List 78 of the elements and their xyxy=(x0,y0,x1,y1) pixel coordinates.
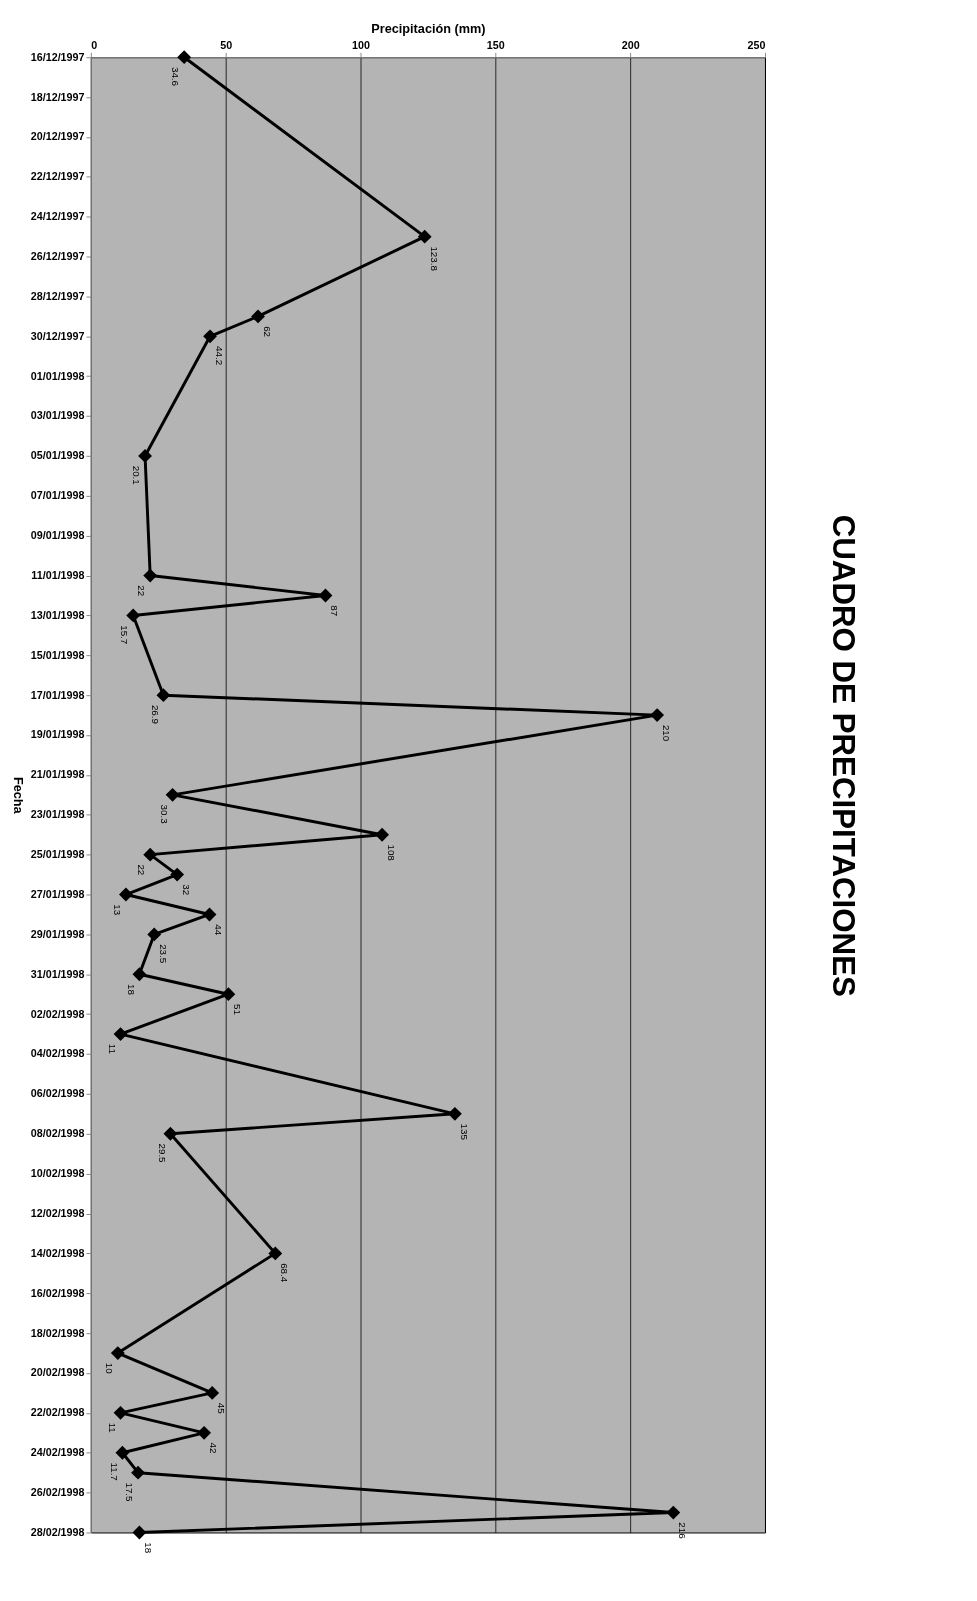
y-tick-label: 05/01/1998 xyxy=(30,449,85,462)
data-label: 51 xyxy=(232,1003,244,1015)
y-axis-title: Fecha xyxy=(11,777,26,815)
data-label: 44.2 xyxy=(213,346,225,366)
y-tick-label: 06/02/1998 xyxy=(30,1087,85,1100)
y-tick-label: 12/02/1998 xyxy=(30,1206,85,1219)
y-tick-label: 24/02/1998 xyxy=(30,1446,85,1459)
data-label: 20.1 xyxy=(131,465,143,485)
text: CUADRO DE PRECIPITACIONES xyxy=(826,514,862,997)
y-tick-label: 09/01/1998 xyxy=(30,529,85,542)
y-tick-label: 24/12/1997 xyxy=(30,210,85,223)
y-tick-label: 13/01/1998 xyxy=(30,608,85,621)
data-label: 210 xyxy=(660,724,672,742)
y-tick-label: 26/02/1998 xyxy=(30,1486,85,1499)
x-axis-title: Precipitación (mm) xyxy=(371,22,486,37)
x-tick-label: 0 xyxy=(91,38,98,51)
data-label: 18 xyxy=(143,1542,155,1554)
y-tick-label: 27/01/1998 xyxy=(30,887,85,900)
data-label: 11 xyxy=(106,1043,118,1054)
data-label: 26.9 xyxy=(149,704,161,724)
data-label: 108 xyxy=(385,844,397,861)
x-tick-label: 250 xyxy=(747,38,766,51)
data-label: 11.7 xyxy=(108,1462,120,1481)
y-tick-label: 25/01/1998 xyxy=(30,848,85,861)
y-tick-label: 01/01/1998 xyxy=(30,369,85,382)
data-label: 68.4 xyxy=(279,1263,291,1283)
y-tick-label: 26/12/1997 xyxy=(30,250,85,262)
data-label: 45 xyxy=(216,1402,228,1415)
x-tick-label: 150 xyxy=(486,38,505,51)
data-label: 18 xyxy=(125,984,137,995)
data-label: 10 xyxy=(104,1362,116,1375)
y-tick-label: 16/12/1997 xyxy=(30,50,85,63)
y-tick-label: 29/01/1998 xyxy=(30,927,85,940)
data-label: 62 xyxy=(261,326,273,338)
x-tick-label: 100 xyxy=(352,38,370,51)
y-tick-label: 28/12/1997 xyxy=(30,289,85,302)
y-tick-label: 22/12/1997 xyxy=(30,170,85,183)
data-label: 135 xyxy=(458,1123,470,1141)
data-label: 13 xyxy=(112,904,124,916)
x-tick-label: 200 xyxy=(621,38,640,51)
y-tick-label: 03/01/1998 xyxy=(30,409,85,422)
data-label: 22 xyxy=(136,864,148,876)
x-tick-label: 50 xyxy=(220,38,233,51)
y-tick-label: 11/01/1998 xyxy=(31,568,85,581)
data-label: 23.5 xyxy=(158,944,170,964)
data-label: 30.3 xyxy=(158,804,170,824)
y-tick-label: 14/02/1998 xyxy=(30,1246,85,1259)
y-tick-label: 30/12/1997 xyxy=(30,329,85,342)
data-label: 34.6 xyxy=(170,66,182,86)
y-tick-label: 08/02/1998 xyxy=(30,1127,85,1140)
y-tick-label: 04/02/1998 xyxy=(30,1047,85,1060)
data-label: 15.7 xyxy=(119,625,131,645)
y-tick-label: 20/12/1997 xyxy=(30,130,85,143)
y-tick-label: 18/02/1998 xyxy=(30,1326,85,1339)
data-label: 11 xyxy=(106,1422,118,1433)
y-tick-label: 22/02/1998 xyxy=(30,1406,85,1419)
y-tick-label: 23/01/1998 xyxy=(30,808,85,821)
y-tick-label: 17/01/1998 xyxy=(30,688,85,701)
data-label: 44 xyxy=(213,924,225,936)
data-label: 17.5 xyxy=(124,1482,136,1503)
y-tick-label: 02/02/1998 xyxy=(30,1007,85,1020)
data-label: 29.5 xyxy=(156,1143,168,1164)
data-label: 87 xyxy=(329,605,341,617)
y-tick-label: 10/02/1998 xyxy=(30,1167,85,1180)
y-tick-label: 21/01/1998 xyxy=(30,768,85,781)
data-label: 216 xyxy=(677,1522,689,1539)
y-tick-label: 20/02/1998 xyxy=(30,1366,85,1379)
data-label: 123.8 xyxy=(428,246,440,271)
y-tick-label: 07/01/1998 xyxy=(30,489,85,502)
y-tick-label: 18/12/1997 xyxy=(30,90,85,103)
y-tick-label: 19/01/1998 xyxy=(30,728,85,741)
y-tick-label: 15/01/1998 xyxy=(30,648,85,661)
data-label: 32 xyxy=(181,884,193,896)
y-tick-label: 28/02/1998 xyxy=(30,1525,85,1538)
data-label: 42 xyxy=(207,1442,219,1454)
data-label: 22 xyxy=(136,585,148,597)
y-tick-label: 16/02/1998 xyxy=(30,1286,85,1299)
y-tick-label: 31/01/1998 xyxy=(30,967,85,980)
